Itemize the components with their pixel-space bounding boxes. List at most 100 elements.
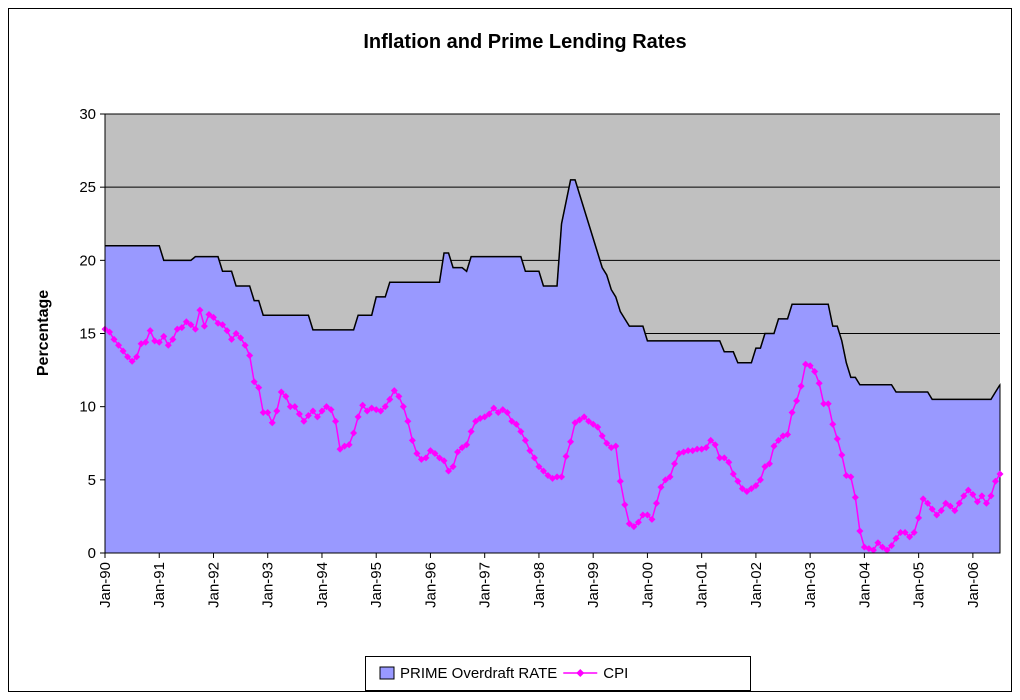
marker [142,338,150,346]
marker [169,335,177,343]
marker [888,542,896,550]
marker [729,470,737,478]
marker [539,467,547,475]
marker [413,449,421,457]
y-tick-label: 10 [79,399,96,416]
marker [738,485,746,493]
marker [897,529,905,537]
marker [562,452,570,460]
marker [567,438,575,446]
marker [924,499,932,507]
marker [232,330,240,337]
x-tick-label: Jan-02 [748,562,765,608]
marker [756,476,764,484]
marker [458,444,466,452]
marker [793,397,801,405]
marker [625,520,633,528]
marker [503,409,511,417]
marker [820,400,828,408]
marker [743,488,751,496]
marker [490,404,498,412]
marker [499,406,507,414]
marker [856,527,864,535]
marker [327,406,335,414]
marker [106,328,114,336]
marker [277,388,285,396]
marker [318,407,326,415]
y-tick-label: 15 [79,326,96,343]
marker [765,460,773,468]
marker [426,447,434,455]
marker [558,473,566,481]
marker [332,417,340,425]
marker [662,476,670,484]
marker [209,313,217,321]
marker [259,409,267,417]
x-tick-label: Jan-91 [151,562,168,608]
legend-marker [576,669,585,677]
marker [720,454,728,462]
legend-label: CPI [603,665,628,682]
marker [666,473,674,481]
marker [964,486,972,494]
marker [517,428,525,436]
marker [707,436,715,444]
marker [205,310,213,318]
marker [178,324,186,332]
chart-title: Inflation and Prime Lending Rates [363,31,686,53]
marker [806,362,814,370]
marker [110,335,118,343]
marker [408,436,416,444]
marker [978,492,986,500]
marker [526,447,534,455]
marker [892,534,900,542]
y-tick-label: 30 [79,106,96,123]
marker [508,417,516,425]
marker [639,511,647,519]
marker [187,321,195,329]
marker [472,417,480,425]
marker [815,379,823,387]
legend [365,656,751,691]
marker [200,322,208,330]
marker [228,335,236,343]
marker [594,423,602,431]
marker [847,473,855,481]
x-tick-label: Jan-98 [531,562,548,608]
y-tick-label: 5 [88,472,96,489]
marker [241,341,249,349]
marker [960,492,968,500]
y-tick-label: 25 [79,179,96,196]
x-tick-label: Jan-95 [368,562,385,608]
marker [119,347,127,355]
marker [390,387,398,395]
marker [454,448,462,456]
marker [811,368,819,376]
marker [463,441,471,449]
area-line [105,179,1001,401]
x-tick-label: Jan-03 [802,562,819,608]
marker [440,457,448,465]
marker [345,441,353,449]
marker [395,392,403,400]
marker [445,467,453,475]
marker [481,413,489,421]
x-tick-label: Jan-05 [911,562,928,608]
marker [512,420,520,428]
marker [878,543,886,551]
marker [951,507,959,515]
marker [734,477,742,485]
marker [616,477,624,485]
marker [313,413,321,421]
axes: 0 5 10 15 20 25 30 Jan-90 Jan-91 Jan-92 Jan-93 Jan-… [79,106,1000,608]
legend-label: PRIME Overdraft RATE [400,665,557,682]
marker [937,507,945,515]
marker [838,451,846,459]
marker [824,400,832,408]
marker [928,505,936,513]
marker [295,410,303,418]
marker [797,382,805,390]
x-tick-label: Jan-06 [965,562,982,608]
marker [969,490,977,498]
marker [621,501,629,509]
